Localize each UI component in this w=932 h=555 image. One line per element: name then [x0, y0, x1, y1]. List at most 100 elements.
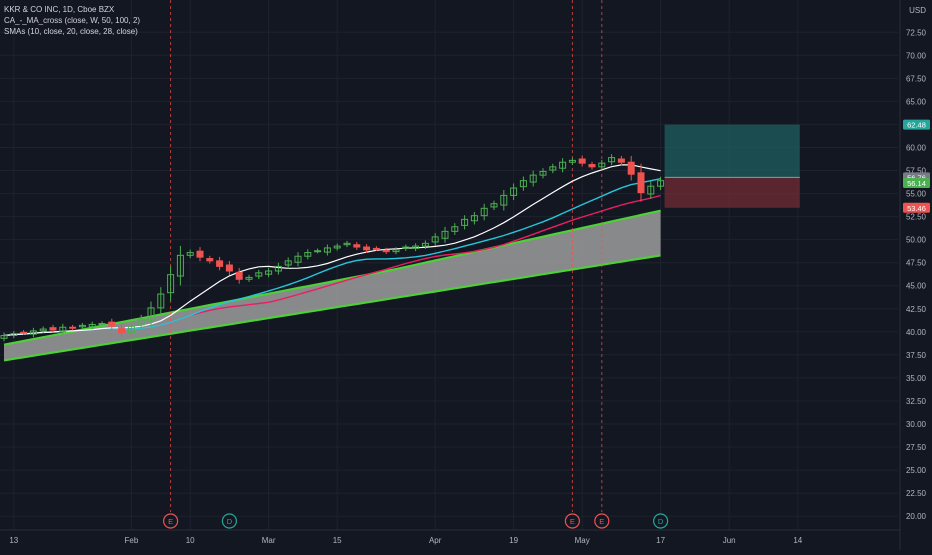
- candle-body: [0, 335, 8, 339]
- candle-body: [519, 180, 527, 188]
- candle-body: [637, 172, 645, 194]
- x-tick-label: 10: [186, 536, 195, 545]
- candle-body: [559, 161, 567, 169]
- y-tick-label: 32.50: [906, 397, 927, 406]
- candle-body: [216, 260, 224, 267]
- y-tick-label: 30.00: [906, 420, 927, 429]
- x-tick-label: Jun: [723, 536, 736, 545]
- long-position-tool[interactable]: [664, 124, 800, 208]
- target-zone: [664, 124, 800, 178]
- event-marker-earnings[interactable]: [594, 513, 610, 529]
- event-marker-earnings[interactable]: [163, 513, 179, 529]
- candle-body: [627, 161, 635, 175]
- candle-body: [333, 245, 341, 249]
- y-tick-label: 52.50: [906, 213, 927, 222]
- price-tag-label-stop: 53.46: [907, 204, 926, 213]
- candle-body: [314, 250, 322, 253]
- event-marker-earnings[interactable]: [564, 513, 581, 529]
- candle-body: [245, 276, 253, 280]
- price-tag-label-last: 56.14: [907, 179, 926, 188]
- symbol-title[interactable]: KKR & CO INC, 1D, Cboe BZX: [4, 5, 115, 14]
- x-tick-label: Apr: [429, 536, 442, 545]
- candle-body: [59, 326, 67, 332]
- candle-body: [441, 230, 449, 239]
- x-tick-label: 15: [333, 536, 342, 545]
- candle-body: [127, 325, 135, 334]
- candle-body: [186, 252, 194, 256]
- candle-body: [353, 244, 361, 248]
- indicator-smas[interactable]: SMAs (10, close, 20, close, 28, close): [4, 27, 138, 36]
- candle-body: [412, 245, 420, 249]
- event-marker-label: E: [599, 517, 604, 526]
- y-tick-label: 20.00: [906, 512, 927, 521]
- x-tick-label: Mar: [262, 536, 276, 545]
- candle-body: [578, 158, 586, 164]
- candle-body: [363, 246, 371, 251]
- event-marker-label: D: [227, 517, 233, 526]
- candle-body: [304, 252, 312, 257]
- y-tick-label: 27.50: [906, 443, 927, 452]
- candle-body: [98, 323, 106, 326]
- candle-body: [372, 247, 380, 250]
- currency-label[interactable]: USD: [909, 6, 926, 15]
- event-marker-dividend[interactable]: [652, 513, 669, 529]
- candle-body: [647, 185, 655, 195]
- candle-body: [167, 274, 175, 294]
- candle-body: [392, 249, 400, 253]
- candle-body: [294, 255, 302, 263]
- candle-body: [88, 323, 96, 328]
- candle-body: [451, 226, 459, 232]
- candle-body: [480, 207, 488, 217]
- candle-body: [265, 270, 273, 275]
- x-tick-label: 13: [9, 536, 18, 545]
- candle-body: [470, 215, 478, 222]
- candle-body: [343, 242, 351, 246]
- sma-20-line: [3, 178, 661, 337]
- chart-legend: KKR & CO INC, 1D, Cboe BZX CA_-_MA_cross…: [4, 4, 140, 37]
- x-tick-label: 17: [656, 536, 665, 545]
- price-tag-last: [903, 178, 930, 189]
- y-tick-label: 57.50: [906, 167, 927, 176]
- event-marker-label: E: [570, 517, 575, 526]
- y-tick-label: 65.00: [906, 97, 927, 106]
- x-tick-label: 19: [509, 536, 518, 545]
- candle-body: [20, 331, 28, 334]
- candle-body: [461, 218, 469, 226]
- y-tick-label: 67.50: [906, 74, 927, 83]
- candle-body: [598, 162, 606, 168]
- candle-body: [206, 258, 214, 262]
- candle-body: [608, 157, 616, 163]
- candle-body: [108, 321, 116, 327]
- y-tick-label: 22.50: [906, 489, 927, 498]
- indicator-ma-cross[interactable]: CA_-_MA_cross (close, W, 50, 100, 2): [4, 16, 141, 25]
- y-tick-label: 50.00: [906, 236, 927, 245]
- y-tick-label: 55.00: [906, 190, 927, 199]
- candle-body: [284, 260, 292, 266]
- y-tick-label: 47.50: [906, 259, 927, 268]
- candle-body: [176, 254, 184, 277]
- candle-body: [421, 242, 429, 247]
- y-tick-label: 70.00: [906, 51, 927, 60]
- candle-body: [255, 272, 263, 277]
- candles[interactable]: [0, 154, 665, 342]
- candle-body: [157, 293, 165, 309]
- candle-body: [235, 271, 243, 280]
- y-tick-label: 35.00: [906, 374, 927, 383]
- candle-body: [529, 174, 537, 183]
- event-marker-dividend[interactable]: [221, 513, 237, 529]
- candle-body: [147, 307, 155, 321]
- price-tag-label-target: 62.48: [907, 121, 926, 130]
- candle-body: [588, 164, 596, 168]
- sma-10-line: [3, 164, 661, 337]
- candle-body: [225, 264, 233, 272]
- candle-body: [49, 327, 57, 331]
- event-lines: [170, 0, 603, 512]
- candle-body: [29, 330, 37, 335]
- y-tick-label: 72.50: [906, 28, 927, 37]
- candle-body: [402, 246, 410, 249]
